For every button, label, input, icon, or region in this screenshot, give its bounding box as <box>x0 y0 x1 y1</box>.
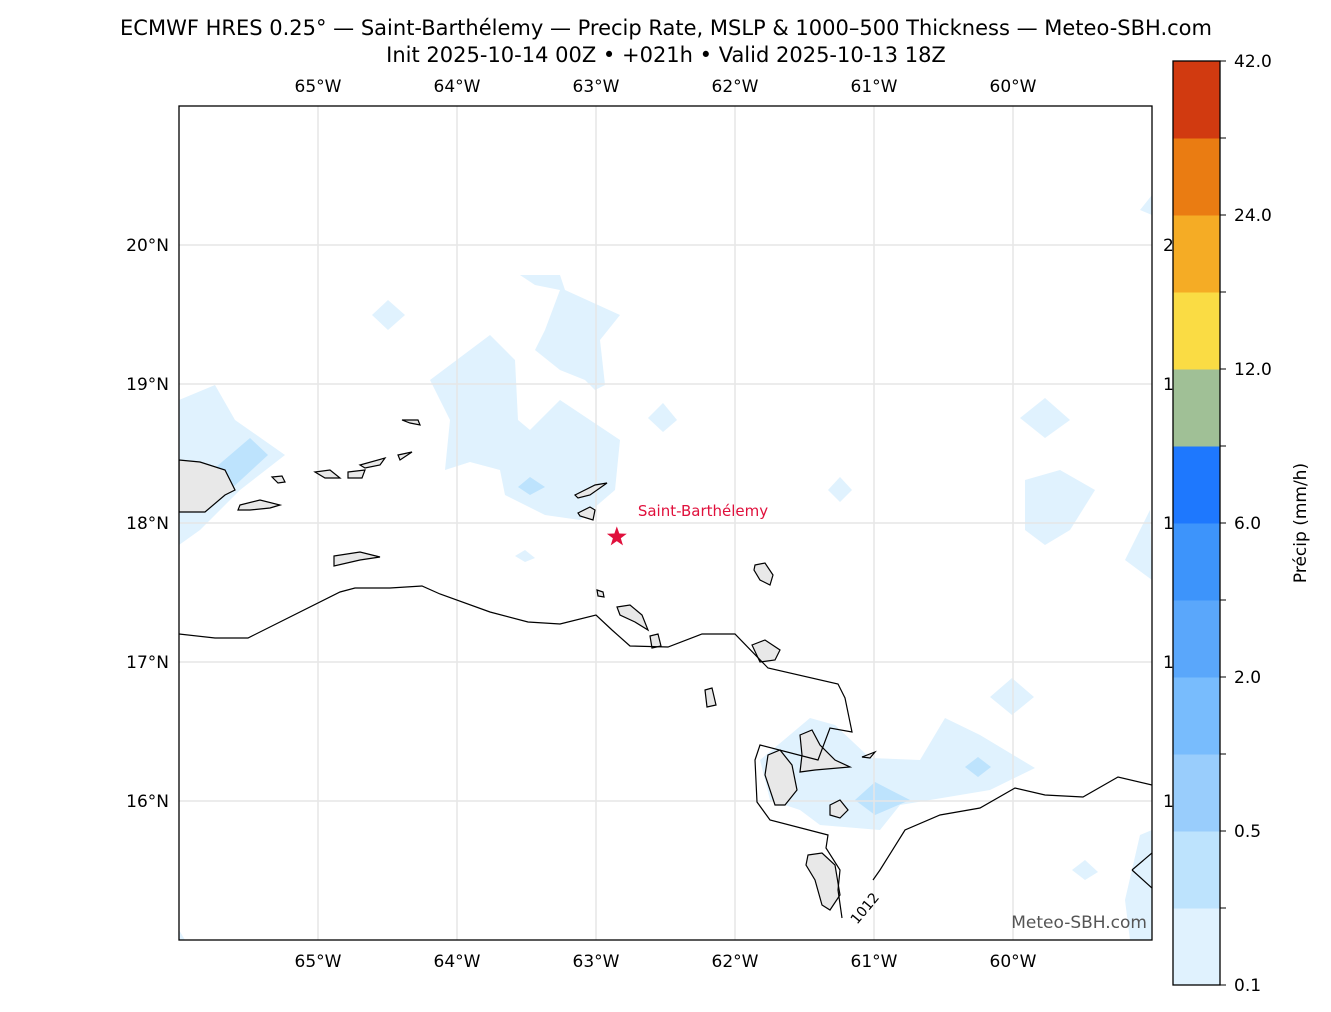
colorbar-bin <box>1173 831 1220 909</box>
lat-tick-label-left: 20°N <box>126 236 169 256</box>
lon-tick-label-top: 62°W <box>712 77 759 97</box>
island-marie-galante <box>829 799 849 819</box>
precip-area <box>1140 195 1152 215</box>
colorbar-bin <box>1173 754 1220 832</box>
colorbar-tick-label: 0.1 <box>1234 976 1261 996</box>
colorbar-tick-label: 2.0 <box>1234 668 1261 688</box>
island <box>649 633 662 649</box>
title-line-1: ECMWF HRES 0.25° — Saint-Barthélemy — Pr… <box>120 16 1212 40</box>
precip-area <box>965 757 991 777</box>
colorbar-tick-label: 12.0 <box>1234 360 1272 380</box>
precip-area <box>520 275 620 390</box>
lon-tick-label-bottom: 63°W <box>573 952 620 972</box>
precip-area <box>828 477 852 502</box>
title-line-2: Init 2025-10-14 00Z • +021h • Valid 2025… <box>386 43 946 67</box>
island-antigua <box>753 562 774 586</box>
island <box>616 604 650 632</box>
colorbar-bin <box>1173 215 1220 293</box>
gridlines <box>179 106 1152 940</box>
lon-tick-label-top: 63°W <box>573 77 620 97</box>
lon-tick-label-top: 64°W <box>434 77 481 97</box>
island <box>573 482 608 499</box>
precip-area <box>760 718 1035 830</box>
island <box>577 506 596 521</box>
island <box>397 451 413 461</box>
colorbar-bin <box>1173 61 1220 139</box>
star-icon <box>606 526 627 546</box>
island-dominica <box>805 852 841 911</box>
lon-tick-label-bottom: 60°W <box>990 952 1037 972</box>
isobar-1012-segment <box>1131 852 1152 889</box>
lon-tick-label-bottom: 65°W <box>295 952 342 972</box>
colorbar-bin <box>1173 908 1220 986</box>
lon-tick-label-bottom: 62°W <box>712 952 759 972</box>
colorbar-bin <box>1173 523 1220 601</box>
lon-tick-label-top: 65°W <box>295 77 342 97</box>
island-montserrat <box>704 687 717 708</box>
colorbar-bin <box>1173 600 1220 678</box>
precip-area <box>990 678 1034 715</box>
lat-tick-label-left: 16°N <box>126 792 169 812</box>
island <box>313 469 342 479</box>
lat-tick-label-left: 18°N <box>126 514 169 534</box>
colorbar-tick-label: 0.5 <box>1234 822 1261 842</box>
island <box>861 750 877 759</box>
colorbar-tick-label: 6.0 <box>1234 514 1261 534</box>
precip-area <box>1025 470 1095 545</box>
precip-area <box>855 782 910 815</box>
colorbar: 0.1 0.5 2.0 6.0 12.0 24.0 42.0 <box>1172 52 1272 996</box>
precip-area <box>372 300 405 330</box>
island-guadeloupe <box>764 749 798 806</box>
watermark: Meteo-SBH.com <box>1011 913 1147 933</box>
island <box>347 469 366 479</box>
lat-tick-label-left: 17°N <box>126 653 169 673</box>
colorbar-tick-label: 42.0 <box>1234 52 1272 72</box>
lat-tick-label-left: 19°N <box>126 375 169 395</box>
map-frame <box>178 105 1153 941</box>
precip-area <box>1125 830 1152 940</box>
colorbar-bin <box>1173 292 1220 370</box>
colorbar-bin <box>1173 446 1220 524</box>
colorbar-tick-label: 24.0 <box>1234 206 1272 226</box>
precip-area <box>518 477 545 495</box>
precip-area <box>1020 398 1070 438</box>
precip-area <box>515 550 535 562</box>
island <box>270 475 286 484</box>
island <box>237 499 283 511</box>
location-marker: Saint-Barthélemy <box>606 502 768 546</box>
island <box>596 589 605 598</box>
island-st-croix <box>333 551 381 567</box>
map-panel: 1012 Saint-Barthélemy Meteo-SBH.com 65°W… <box>126 77 1206 972</box>
island <box>358 456 387 469</box>
location-label: Saint-Barthélemy <box>638 502 768 520</box>
coastlines <box>179 419 877 911</box>
colorbar-bin <box>1173 677 1220 755</box>
precip-area <box>1072 860 1098 880</box>
precip-area <box>179 930 185 940</box>
island-puerto-rico <box>179 459 236 513</box>
island <box>401 419 421 426</box>
colorbar-bin <box>1173 138 1220 216</box>
colorbar-label: Précip (mm/h) <box>1291 463 1311 583</box>
lon-tick-label-top: 60°W <box>990 77 1037 97</box>
precip-area <box>430 335 620 520</box>
precip-field <box>179 195 1152 940</box>
colorbar-bin <box>1173 369 1220 447</box>
precip-area <box>648 403 677 432</box>
isobar-1012 <box>179 585 1152 919</box>
lon-tick-label-top: 61°W <box>851 77 898 97</box>
precip-area <box>1125 510 1152 580</box>
lon-tick-label-bottom: 61°W <box>851 952 898 972</box>
lon-tick-label-bottom: 64°W <box>434 952 481 972</box>
island-guadeloupe-east <box>799 729 853 773</box>
